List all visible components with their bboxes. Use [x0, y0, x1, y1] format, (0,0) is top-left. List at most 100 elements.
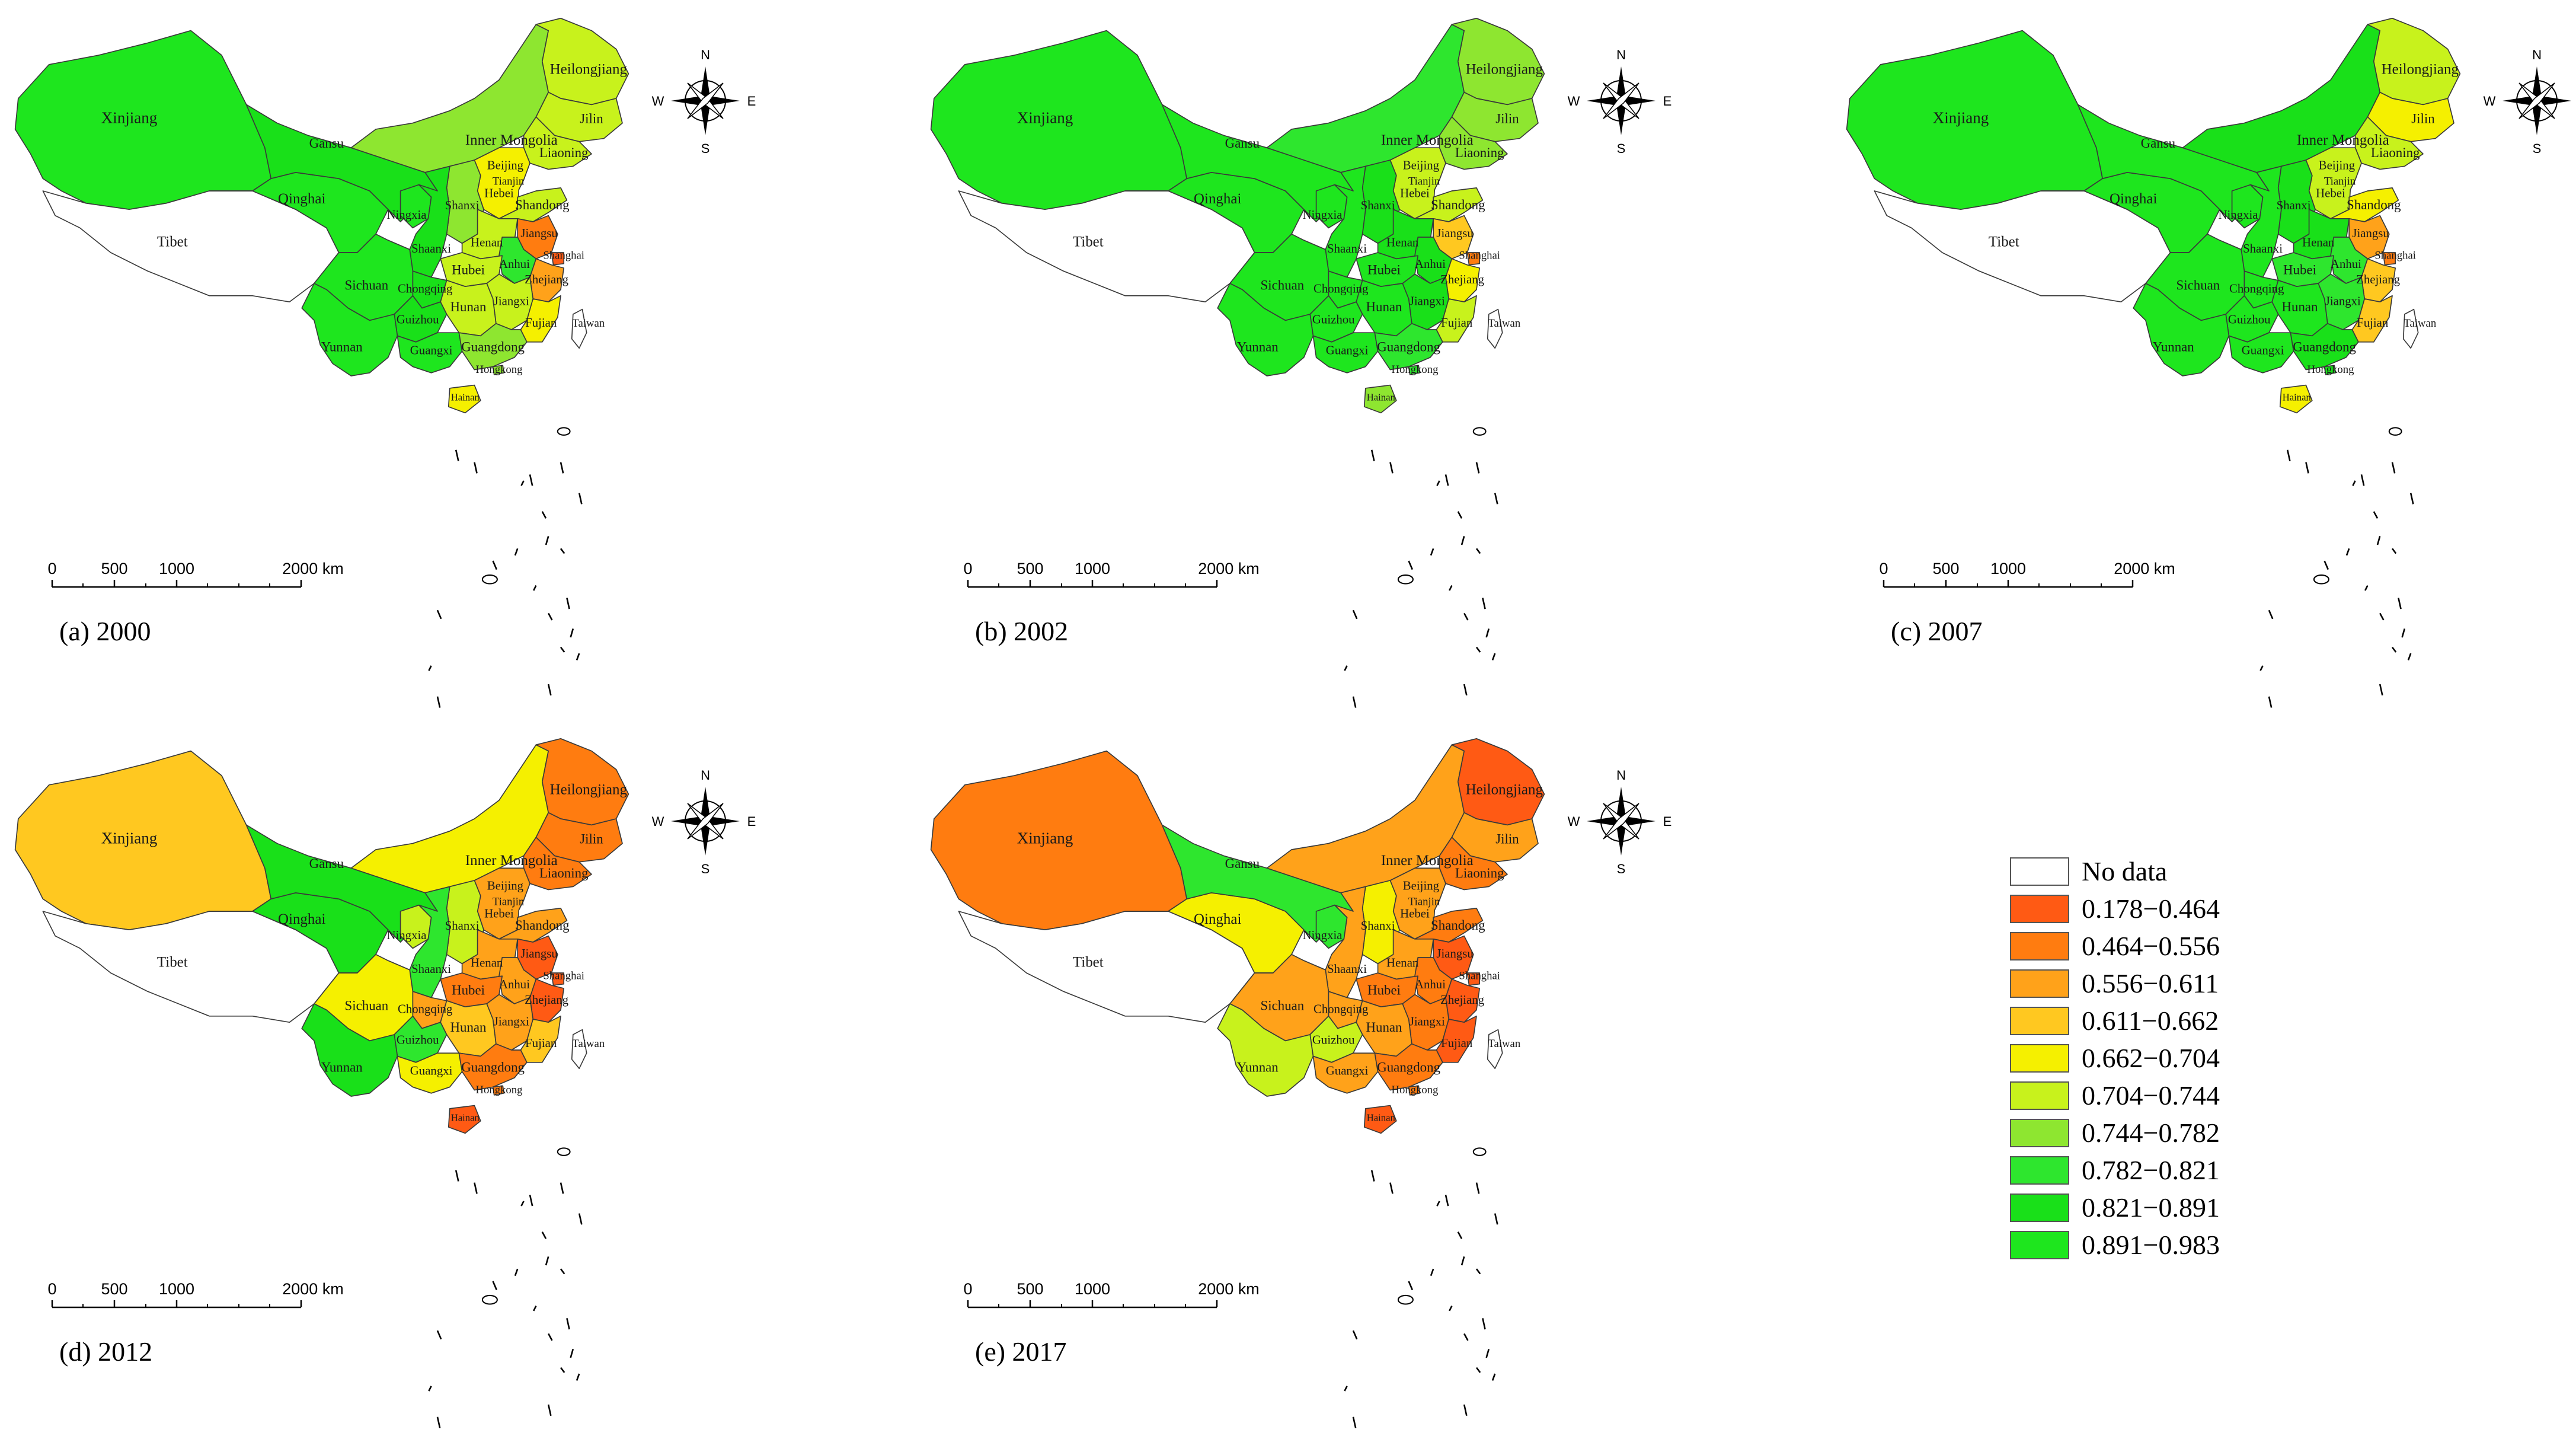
province-label-hongkong: Hongkong: [1392, 1084, 1439, 1096]
boundary-dash: [1482, 1318, 1486, 1330]
island-mark: [1436, 1201, 1440, 1207]
province-label-shanghai: Shanghai: [543, 969, 584, 982]
province-hainan: [1363, 1105, 1397, 1134]
island-mark: [1352, 1330, 1358, 1340]
island-mark: [492, 1281, 498, 1291]
province-shandong: [2330, 187, 2399, 222]
province-label-tianjin: Tianjin: [493, 896, 525, 908]
island-mark: [1475, 646, 1481, 653]
scale-bar-label: 2000 km: [1198, 560, 1260, 577]
province-label-shaanxi: Shaanxi: [411, 962, 451, 976]
province-yunnan: [2133, 283, 2230, 376]
province-label-jilin: Jilin: [580, 111, 603, 126]
province-liaoning: [1439, 837, 1508, 891]
province-label-chongqing: Chongqing: [1313, 1003, 1368, 1016]
compass-needle-diag: [1603, 82, 1639, 119]
province-label-heilongjiang: Heilongjiang: [2382, 61, 2459, 77]
island-mark: [560, 548, 565, 554]
compass-needle-diag: [2519, 82, 2555, 119]
province-label-shanxi: Shanxi: [1361, 199, 1395, 212]
boundary-dash: [1482, 598, 1486, 609]
province-label-liaoning: Liaoning: [539, 145, 589, 160]
boundary-dash: [436, 1416, 441, 1428]
province-label-chongqing: Chongqing: [2229, 282, 2284, 296]
province-label-heilongjiang: Heilongjiang: [550, 781, 627, 797]
province-label-hubei: Hubei: [452, 262, 485, 277]
island-mark: [1463, 612, 1469, 621]
island-mark: [557, 1147, 571, 1156]
province-label-zhejiang: Zhejiang: [525, 993, 568, 1007]
panel-subtitle: (c) 2007: [1891, 616, 1983, 646]
province-hainan: [2279, 384, 2313, 414]
province-label-shanxi: Shanxi: [2277, 199, 2311, 212]
scale-bar-label: 500: [1017, 560, 1043, 577]
legend: No data 0.178−0.464 0.464−0.556 0.556−0.611…: [2010, 856, 2220, 1260]
province-label-hubei: Hubei: [2283, 262, 2316, 277]
province-label-jiangxi: Jiangxi: [2325, 294, 2361, 308]
province-label-henan: Henan: [471, 236, 503, 250]
scale-bar: 0 500 1000 2000 km: [47, 560, 344, 588]
province-hongkong: [1408, 1085, 1421, 1096]
island-mark: [428, 665, 432, 671]
island-mark: [1408, 560, 1414, 570]
legend-swatch: [2010, 1156, 2069, 1185]
panel-subtitle: (a) 2000: [59, 616, 151, 646]
province-label-hongkong: Hongkong: [476, 1084, 523, 1096]
province-label-qinghai: Qinghai: [278, 191, 325, 207]
island-mark: [1475, 1268, 1481, 1275]
province-label-hebei: Hebei: [1400, 907, 1430, 920]
island-mark: [1430, 1268, 1434, 1277]
island-mark: [545, 1256, 549, 1266]
province-label-tianjin: Tianjin: [2324, 175, 2356, 188]
island-mark: [1449, 585, 1453, 591]
province-shanghai: [1466, 252, 1481, 266]
boundary-dash: [455, 449, 459, 461]
province-label-inner-mongolia: Inner Mongolia: [1381, 132, 1474, 148]
province-label-tibet: Tibet: [157, 955, 188, 971]
boundary-dash: [1389, 462, 1394, 474]
province-label-inner-mongolia: Inner Mongolia: [2297, 132, 2389, 148]
province-label-guangdong: Guangdong: [1377, 1060, 1440, 1074]
island-mark: [2373, 511, 2379, 519]
island-mark: [1475, 1367, 1481, 1373]
scale-bar: 0 500 1000 2000 km: [963, 1280, 1260, 1309]
boundary-dash: [578, 1213, 583, 1225]
province-label-beijing: Beijing: [2319, 159, 2355, 173]
province-label-liaoning: Liaoning: [2371, 145, 2420, 160]
boundary-dash: [2305, 462, 2309, 474]
province-shandong: [498, 187, 568, 222]
scale-bar-label: 0: [963, 560, 972, 577]
scale-bar-label: 0: [1879, 560, 1888, 577]
province-label-jiangxi: Jiangxi: [494, 294, 529, 308]
province-label-sichuan: Sichuan: [345, 998, 389, 1013]
province-label-beijing: Beijing: [487, 879, 523, 893]
province-hongkong: [492, 365, 505, 375]
legend-label: 0.556−0.611: [2082, 968, 2219, 998]
province-guangdong: [2290, 323, 2359, 371]
boundary-dash: [547, 1404, 552, 1416]
province-label-guizhou: Guizhou: [2228, 313, 2271, 327]
boundary-dash: [1444, 474, 1449, 486]
province-label-xinjiang: Xinjiang: [1933, 109, 1989, 127]
province-label-hainan: Hainan: [451, 1112, 480, 1124]
legend-label: 0.744−0.782: [2082, 1118, 2220, 1148]
island-mark: [1475, 548, 1481, 554]
scale-bar-label: 500: [1017, 1280, 1043, 1298]
island-mark: [2345, 548, 2350, 556]
province-shandong: [1414, 187, 1484, 222]
province-label-tibet: Tibet: [1073, 234, 1104, 250]
boundary-dash: [1444, 1195, 1449, 1207]
province-label-hubei: Hubei: [452, 982, 485, 997]
province-label-jilin: Jilin: [2411, 111, 2435, 126]
compass-label-w: W: [652, 814, 664, 829]
province-label-gansu: Gansu: [309, 856, 344, 871]
province-label-taiwan: Taiwan: [572, 317, 605, 330]
province-label-guangdong: Guangdong: [461, 1060, 525, 1074]
island-mark: [1491, 1373, 1496, 1381]
compass-label-w: W: [2484, 94, 2496, 109]
scale-bar-label: 1000: [159, 1280, 194, 1298]
boundary-dash: [474, 1182, 478, 1194]
